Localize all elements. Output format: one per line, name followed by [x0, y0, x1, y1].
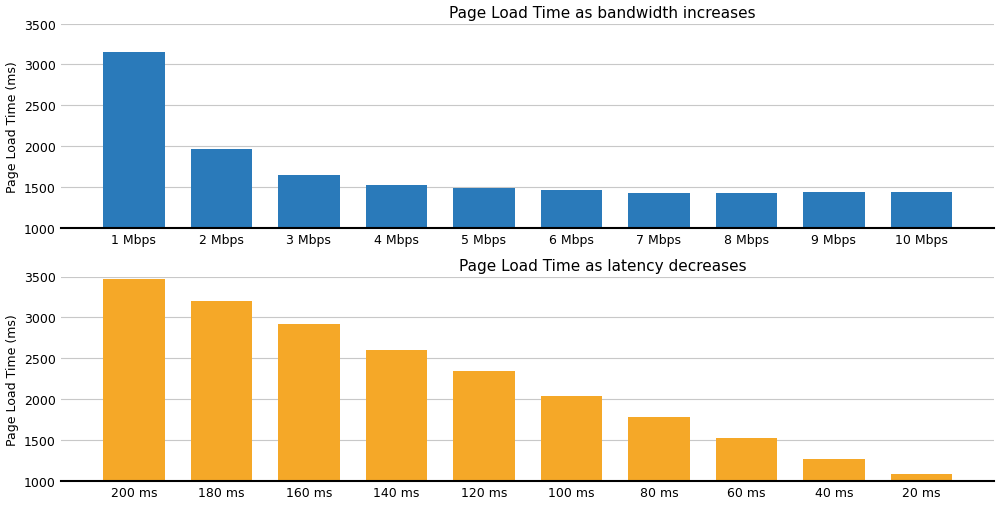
Bar: [191, 301, 252, 481]
Bar: [541, 191, 602, 228]
Bar: [453, 188, 515, 228]
Bar: [716, 438, 777, 481]
Bar: [803, 459, 865, 481]
Bar: [366, 185, 427, 228]
Title: Page Load Time as bandwidth increases: Page Load Time as bandwidth increases: [449, 6, 756, 21]
Bar: [891, 474, 952, 481]
Y-axis label: Page Load Time (ms): Page Load Time (ms): [6, 313, 19, 445]
Y-axis label: Page Load Time (ms): Page Load Time (ms): [6, 61, 19, 192]
Bar: [803, 192, 865, 228]
Bar: [541, 396, 602, 481]
Bar: [628, 417, 690, 481]
Bar: [628, 193, 690, 228]
Bar: [366, 350, 427, 481]
Title: Page Load Time as latency decreases: Page Load Time as latency decreases: [459, 258, 746, 273]
Bar: [191, 149, 252, 228]
Bar: [453, 372, 515, 481]
Bar: [103, 279, 165, 481]
Bar: [278, 324, 340, 481]
Bar: [278, 175, 340, 228]
Bar: [103, 53, 165, 228]
Bar: [716, 193, 777, 228]
Bar: [891, 192, 952, 228]
